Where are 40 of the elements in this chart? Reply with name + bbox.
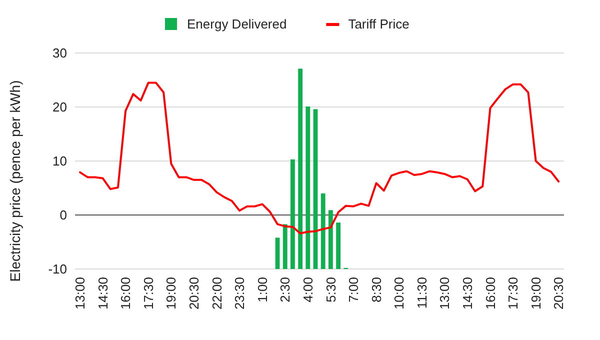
x-tick-label: 8:30 [368,277,384,302]
x-tick-label: 13:00 [437,277,452,310]
bar [336,222,340,269]
bar [306,106,310,269]
y-tick-label: 20 [52,100,67,115]
x-tick-label: 16:00 [118,277,134,310]
bar [275,238,280,269]
x-tick-label: 4:00 [300,277,316,302]
bar [290,159,295,269]
x-tick-label: 17:30 [506,277,521,310]
y-tick-label: 30 [52,46,67,61]
bar [320,193,326,269]
x-tick-label: 16:00 [482,277,498,310]
x-tick-label: 17:30 [140,277,156,310]
x-tick-label: 7:00 [346,277,362,302]
x-tick-label: 19:00 [528,277,544,310]
x-tick-label: 2:30 [278,277,293,302]
bar [328,210,333,269]
x-tick-label: 5:30 [323,277,338,302]
x-tick-label: 22:00 [209,277,224,310]
line-series [79,82,560,234]
x-tick-label: 14:30 [460,277,475,310]
x-tick-label: 20:30 [186,277,202,310]
x-tick-label: 20:30 [551,277,566,310]
y-tick-label: 0 [60,208,67,223]
x-tick-label: 14:30 [95,277,110,310]
y-tick-label: -10 [48,262,67,277]
legend-label: Tariff Price [348,16,410,32]
y-axis-title: Electricity price (pence per kWh) [7,80,23,282]
legend-label: Energy Delivered [187,16,287,32]
x-tick-label: 1:00 [254,277,270,302]
x-tick-label: 13:00 [72,277,88,310]
x-tick-label: 19:00 [164,277,179,310]
bar [298,68,303,269]
x-tick-label: 11:30 [414,277,430,309]
y-tick-label: 10 [52,154,67,169]
x-tick-label: 10:00 [392,277,407,310]
bar [313,109,318,269]
bar [282,224,288,269]
x-tick-label: 23:30 [232,277,248,310]
